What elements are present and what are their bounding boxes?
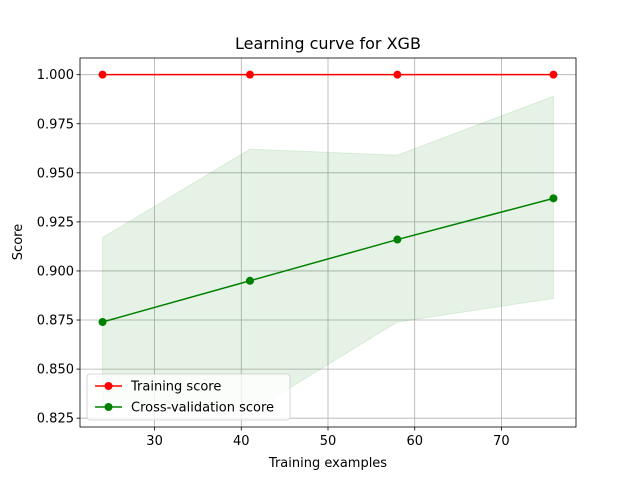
x-tick-label: 70 (493, 434, 510, 449)
y-tick-label: 0.825 (37, 412, 74, 427)
legend-marker-cross-validation (104, 403, 113, 411)
y-tick-label: 0.925 (37, 215, 74, 230)
series-line-1 (102, 197, 554, 323)
legend-label-training: Training score (130, 380, 221, 395)
y-tick-label: 0.900 (37, 264, 74, 279)
y-tick-label: 0.850 (37, 363, 74, 378)
y-tick-label: 0.975 (37, 117, 74, 132)
y-axis-label: Score (11, 224, 26, 260)
data-point (393, 70, 402, 79)
data-point (393, 235, 402, 244)
x-axis-ticks: 30 40 50 60 70 (146, 427, 510, 449)
x-tick-label: 60 (406, 434, 423, 449)
data-point (245, 276, 254, 285)
legend-label-cross-validation: Cross-validation score (131, 401, 274, 416)
y-tick-label: 1.000 (37, 68, 74, 83)
x-axis-label: Training examples (268, 456, 387, 471)
data-point (98, 70, 107, 79)
series-lines (102, 73, 554, 323)
data-point (549, 194, 558, 203)
data-point (98, 317, 107, 326)
legend: Training score Cross-validation score (86, 373, 291, 421)
legend-box (86, 373, 291, 421)
x-tick-label: 40 (233, 434, 250, 449)
x-tick-label: 50 (320, 434, 337, 449)
y-axis-ticks: 0.825 0.850 0.875 0.900 0.925 0.950 0.975 1.000 (37, 68, 80, 427)
chart-title: Learning curve for XGB (235, 34, 421, 53)
data-point (245, 70, 254, 79)
series-points (98, 70, 558, 326)
x-tick-label: 30 (146, 434, 163, 449)
data-point (549, 70, 558, 79)
legend-marker-training (104, 382, 113, 390)
y-tick-label: 0.950 (37, 166, 74, 181)
y-tick-label: 0.875 (37, 314, 74, 329)
